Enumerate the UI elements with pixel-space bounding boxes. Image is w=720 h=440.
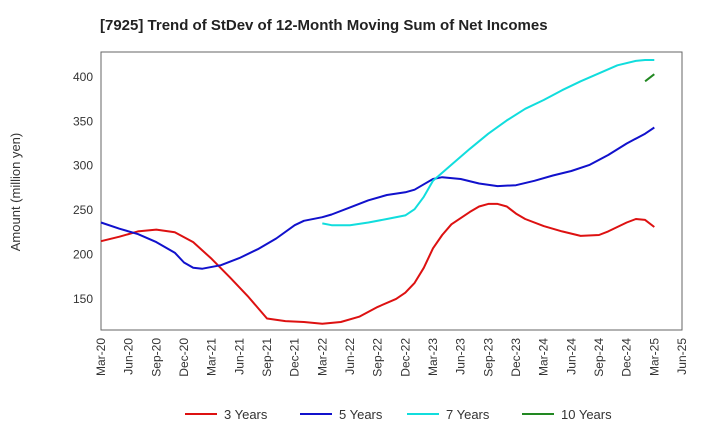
x-tick-label: Dec-24: [620, 338, 634, 377]
x-tick-label: Sep-21: [260, 338, 274, 377]
x-tick-label: Sep-23: [481, 338, 495, 377]
x-tick-label: Dec-20: [177, 338, 191, 377]
legend-label-10-years: 10 Years: [561, 407, 612, 422]
series-line-7-years: [322, 59, 655, 227]
x-tick-label: Jun-24: [564, 338, 578, 375]
legend-label-5-years: 5 Years: [339, 407, 383, 422]
y-tick-labels: 150 200 250 300 350 400: [73, 70, 93, 306]
x-tick-label: Mar-21: [205, 338, 219, 376]
x-tick-label: Dec-22: [398, 338, 412, 377]
legend-label-3-years: 3 Years: [224, 407, 268, 422]
x-tick-label: Sep-22: [371, 338, 385, 377]
x-tick-label: Jun-23: [454, 338, 468, 375]
series-line-10-years: [644, 73, 655, 83]
x-tick-label: Jun-25: [675, 338, 689, 375]
legend-label-7-years: 7 Years: [446, 407, 490, 422]
x-tick-label: Jun-20: [122, 338, 136, 375]
x-tick-label: Jun-21: [232, 338, 246, 375]
y-tick-label: 400: [73, 70, 93, 84]
x-tick-label: Mar-22: [315, 338, 329, 376]
y-tick-label: 350: [73, 114, 93, 128]
x-tick-label: Jun-22: [343, 338, 357, 375]
plot-background: [101, 52, 682, 330]
x-tick-label: Dec-21: [288, 338, 302, 377]
x-tick-label: Dec-23: [509, 338, 523, 377]
plot-frame: [100, 51, 683, 331]
plot-border: [100, 51, 683, 331]
y-tick-label: 250: [73, 203, 93, 217]
x-tick-label: Sep-24: [592, 338, 606, 377]
legend: 3 Years 5 Years 7 Years 10 Years: [185, 407, 612, 422]
x-tick-label: Mar-24: [537, 338, 551, 376]
x-tick-label: Sep-20: [149, 338, 163, 377]
y-tick-label: 300: [73, 159, 93, 173]
series-layer: [100, 59, 655, 325]
series-line-5-years: [100, 126, 655, 270]
x-tick-labels: Mar-20 Jun-20 Sep-20 Dec-20 Mar-21 Jun-21 Sep-…: [94, 338, 689, 377]
y-tick-label: 150: [73, 292, 93, 306]
x-tick-label: Mar-25: [647, 338, 661, 376]
y-tick-label: 200: [73, 248, 93, 262]
x-tick-label: Mar-23: [426, 338, 440, 376]
y-axis-title: Amount (million yen): [8, 133, 23, 252]
x-tick-label: Mar-20: [94, 338, 108, 376]
chart-title: [7925] Trend of StDev of 12-Month Moving…: [100, 17, 548, 34]
